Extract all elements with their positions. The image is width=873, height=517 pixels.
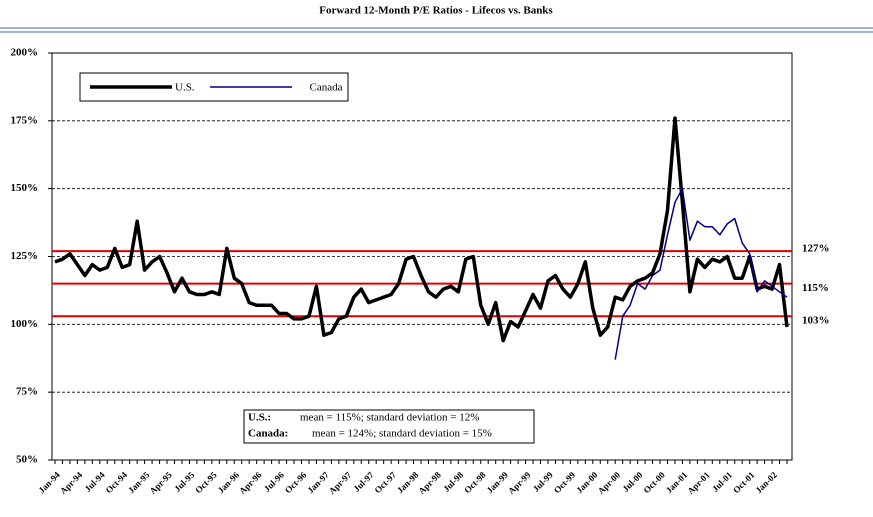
x-tick-label: Jan-02 xyxy=(753,469,779,495)
y-tick-label: 75% xyxy=(16,386,38,398)
x-tick-label: Jul-95 xyxy=(172,469,196,493)
x-tick-label: Jul-99 xyxy=(531,469,555,493)
reference-label: 103% xyxy=(802,315,830,327)
notes: U.S.: mean = 115%; standard deviation = 1… xyxy=(243,409,535,444)
chart-title: Forward 12-Month P/E Ratios - Lifecos vs… xyxy=(319,5,553,17)
x-tick-label: Jul-00 xyxy=(620,469,644,493)
x-tick-label: Jan-00 xyxy=(574,469,600,495)
x-tick-label: Oct-96 xyxy=(283,469,309,495)
x-tick-label: Oct-98 xyxy=(462,469,488,495)
x-tick-label: Apr-00 xyxy=(596,469,623,496)
x-tick-label: Jan-97 xyxy=(305,469,331,495)
reference-label: 127% xyxy=(802,243,830,255)
note-label: Canada: xyxy=(248,428,288,440)
note-label: U.S.: xyxy=(248,412,271,424)
x-tick-label: Jan-96 xyxy=(216,469,242,495)
x-tick-label: Jul-01 xyxy=(710,469,734,493)
x-tick-label: Apr-01 xyxy=(685,469,712,496)
x-tick-label: Jul-96 xyxy=(262,469,286,493)
y-tick-label: 150% xyxy=(11,182,39,194)
legend: U.S. Canada xyxy=(79,72,349,102)
x-tick-label: Jan-95 xyxy=(126,469,152,495)
legend-label: Canada xyxy=(310,82,343,94)
x-tick-label: Jan-98 xyxy=(395,469,421,495)
y-tick-label: 175% xyxy=(11,114,39,126)
x-tick-label: Jan-01 xyxy=(664,469,690,495)
x-tick-label: Apr-99 xyxy=(506,469,533,496)
x-tick-label: Apr-97 xyxy=(327,469,354,496)
x-tick-label: Oct-95 xyxy=(193,469,219,495)
x-tick-label: Apr-98 xyxy=(417,469,444,496)
note-text: mean = 124%; standard deviation = 15% xyxy=(312,428,492,440)
series-line xyxy=(614,187,788,360)
x-tick-label: Jul-98 xyxy=(441,469,465,493)
x-tick-label: Jul-94 xyxy=(83,469,107,493)
x-tick-label: Jan-94 xyxy=(36,469,62,495)
y-tick-label: 100% xyxy=(11,318,39,330)
x-tick-label: Apr-95 xyxy=(148,469,175,496)
x-tick-label: Oct-99 xyxy=(552,469,578,495)
x-tick-label: Apr-94 xyxy=(58,469,85,496)
note-box xyxy=(243,409,535,444)
x-tick-label: Jan-99 xyxy=(485,469,511,495)
y-tick-label: 50% xyxy=(16,454,38,466)
legend-label: U.S. xyxy=(175,82,195,94)
y-tick-label: 200% xyxy=(11,47,39,59)
x-tick-label: Oct-01 xyxy=(731,469,757,495)
note-text: mean = 115%; standard deviation = 12% xyxy=(300,412,479,424)
y-tick-label: 125% xyxy=(11,250,39,262)
x-tick-label: Jul-97 xyxy=(352,469,376,493)
x-tick-label: Apr-96 xyxy=(237,469,264,496)
x-tick-label: Oct-00 xyxy=(641,469,667,495)
x-tick-label: Oct-94 xyxy=(104,469,130,495)
x-tick-label: Oct-97 xyxy=(373,469,399,495)
series-line xyxy=(54,116,789,343)
reference-label: 115% xyxy=(802,282,829,294)
